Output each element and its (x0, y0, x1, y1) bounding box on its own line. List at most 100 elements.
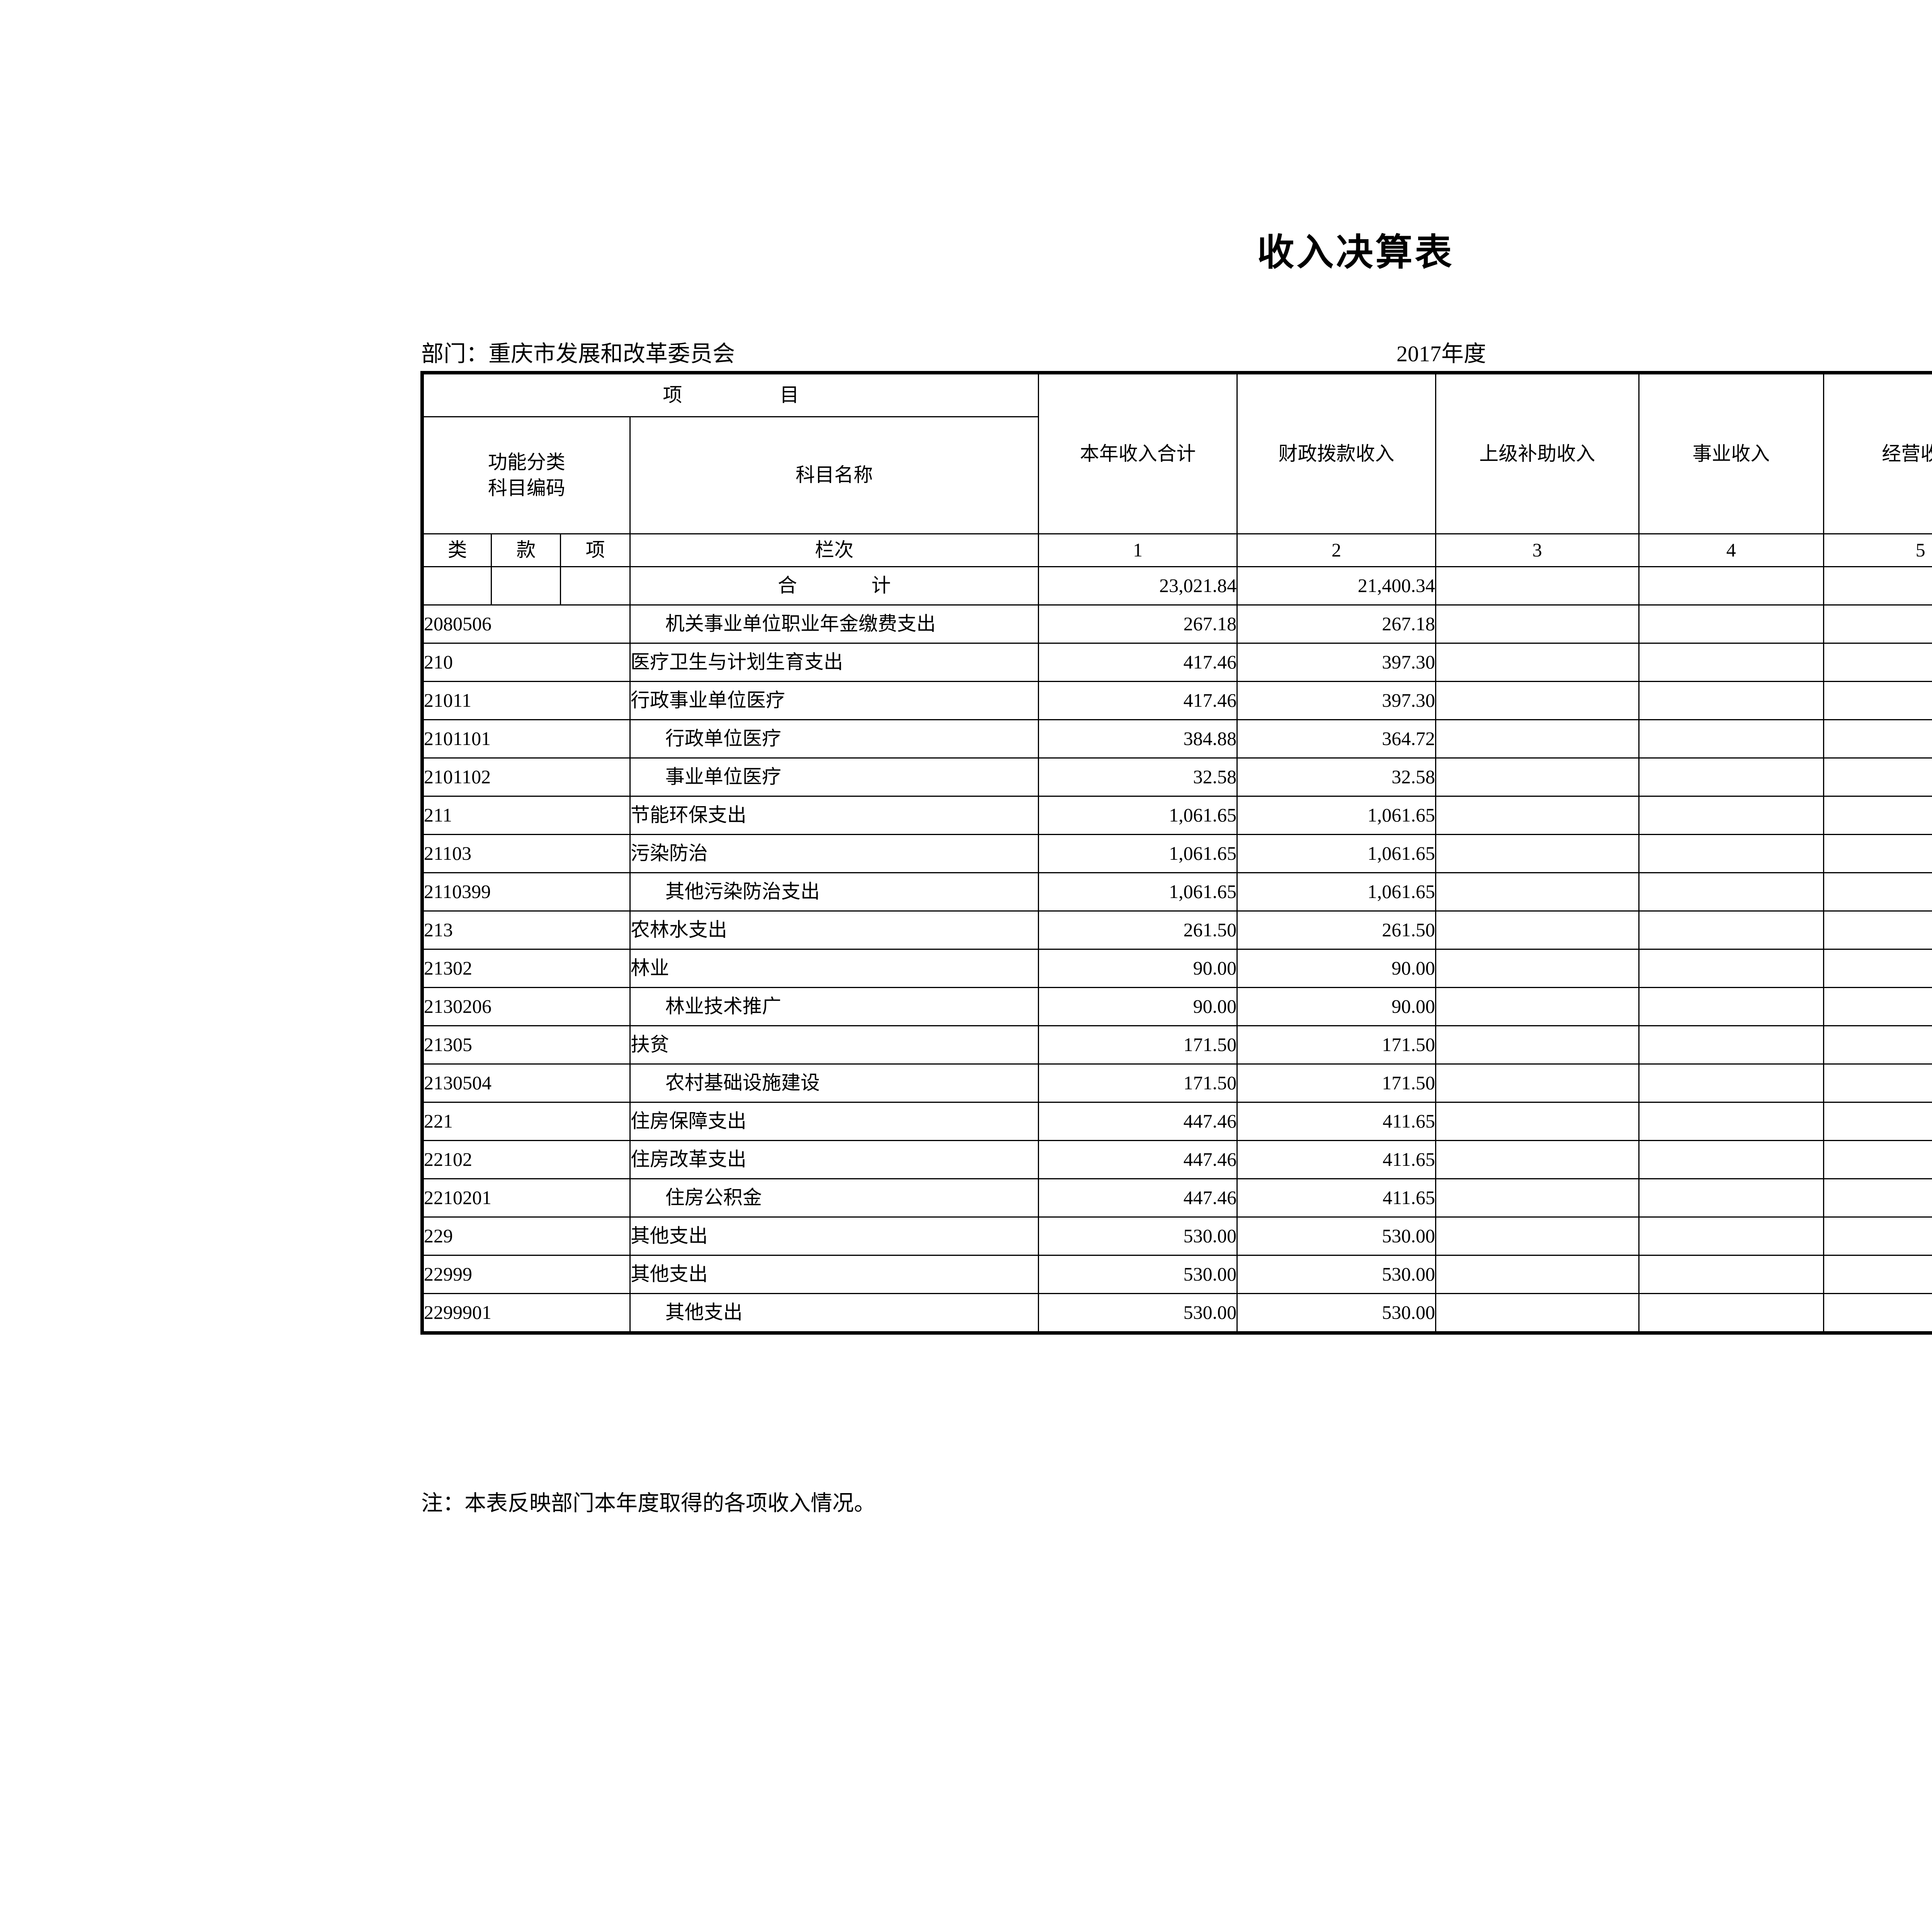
cell-subject-name: 扶贫 (629, 1025, 1039, 1065)
cell-col-5 (1823, 757, 1932, 797)
cell-col-4 (1638, 1102, 1824, 1141)
table-row: 2110399 其他污染防治支出 1,061.65 1,061.65 (420, 872, 1932, 912)
cell-col-3 (1435, 872, 1639, 912)
cell-function-code: 221 (420, 1102, 631, 1141)
cell-col-3 (1435, 1063, 1639, 1103)
cell-col-1: 1,061.65 (1038, 834, 1238, 873)
cell-col-1: 171.50 (1038, 1025, 1238, 1065)
cell-subject-name: 其他支出 (629, 1293, 1039, 1335)
cell-subject-name: 污染防治 (629, 834, 1039, 873)
cell-col-2: 397.30 (1236, 681, 1436, 720)
cell-col-3 (1435, 566, 1639, 606)
document-meta-row: 部门：重庆市发展和改革委员会 2017年度 金额单位：万元 (421, 335, 1932, 368)
cell-col-4 (1638, 1178, 1824, 1218)
table-row: 2299901 其他支出 530.00 530.00 (420, 1293, 1932, 1335)
col-header-annual-income-total: 本年收入合计 (1038, 371, 1238, 534)
cell-col-5 (1823, 1063, 1932, 1103)
cell-function-code: 2130206 (420, 987, 631, 1026)
table-row: 21305 扶贫 171.50 171.50 (420, 1025, 1932, 1065)
cell-subject-name: 住房公积金 (629, 1178, 1039, 1218)
table-row: 2130504 农村基础设施建设 171.50 171.50 (420, 1063, 1932, 1103)
cell-subject-name: 机关事业单位职业年金缴费支出 (629, 604, 1039, 644)
table-body: 合 计23,021.8421,400.34417.171,204.3320805… (420, 566, 1932, 1335)
cell-col-1: 447.46 (1038, 1178, 1238, 1218)
cell-col-4 (1638, 1293, 1824, 1335)
cell-col-2: 261.50 (1236, 910, 1436, 950)
cell-col-5 (1823, 681, 1932, 720)
cell-col-5 (1823, 796, 1932, 835)
cell-col-5 (1823, 1255, 1932, 1294)
cell-function-code: 2101102 (420, 757, 631, 797)
cell-subject-name: 事业单位医疗 (629, 757, 1039, 797)
income-final-accounts-table: 项 目 本年收入合计 财政拨款收入 上级补助收入 事业收入 经营收入 附属单位上… (420, 371, 1932, 1335)
cell-col-3 (1435, 1255, 1639, 1294)
col-number-4: 4 (1638, 533, 1824, 567)
cell-col-2: 32.58 (1236, 757, 1436, 797)
cell-col-2: 411.65 (1236, 1178, 1436, 1218)
cell-col-2: 364.72 (1236, 719, 1436, 759)
table-row: 2080506 机关事业单位职业年金缴费支出 267.18 267.18 (420, 604, 1932, 644)
cell-subject-name: 住房保障支出 (629, 1102, 1039, 1141)
cell-col-1: 417.46 (1038, 643, 1238, 682)
cell-col-5: 417.17 (1823, 566, 1932, 606)
cell-col-3 (1435, 1216, 1639, 1256)
cell-subject-name: 其他支出 (629, 1255, 1039, 1294)
cell-col-4 (1638, 910, 1824, 950)
cell-function-code: 229 (420, 1216, 631, 1256)
table-row: 21302 林业 90.00 90.00 (420, 949, 1932, 988)
cell-function-code: 2110399 (420, 872, 631, 912)
cell-col-2: 411.65 (1236, 1102, 1436, 1141)
cell-subject-name: 农村基础设施建设 (629, 1063, 1039, 1103)
cell-col-5 (1823, 949, 1932, 988)
cell-col-4 (1638, 1063, 1824, 1103)
table-row: 2101102 事业单位医疗 32.58 32.58 (420, 757, 1932, 797)
group-header-project: 项 目 (420, 371, 1039, 417)
cell-subject-name: 住房改革支出 (629, 1140, 1039, 1179)
cell-subject-name: 农林水支出 (629, 910, 1039, 950)
cell-col-4 (1638, 566, 1824, 606)
cell-col-2: 530.00 (1236, 1255, 1436, 1294)
table-row: 2130206 林业技术推广 90.00 90.00 (420, 987, 1932, 1026)
cell-col-5 (1823, 1293, 1932, 1335)
cell-col-4 (1638, 796, 1824, 835)
income-table-container: 项 目 本年收入合计 财政拨款收入 上级补助收入 事业收入 经营收入 附属单位上… (420, 371, 1932, 1335)
cell-col-1: 32.58 (1038, 757, 1238, 797)
cell-col-2: 1,061.65 (1236, 834, 1436, 873)
cell-col-4 (1638, 643, 1824, 682)
cell-col-2: 1,061.65 (1236, 872, 1436, 912)
cell-col-3 (1435, 604, 1639, 644)
cell-col-5 (1823, 987, 1932, 1026)
col-header-function-class-line1: 功能分类 (488, 451, 565, 473)
cell-subject-name: 林业技术推广 (629, 987, 1039, 1026)
col-header-business-income: 事业收入 (1638, 371, 1824, 534)
cell-col-1: 90.00 (1038, 949, 1238, 988)
cell-subject-name: 行政单位医疗 (629, 719, 1039, 759)
col-header-fiscal-appropriation-income: 财政拨款收入 (1236, 371, 1436, 534)
cell-col-1: 90.00 (1038, 987, 1238, 1026)
cell-function-code: 21305 (420, 1025, 631, 1065)
cell-col-3 (1435, 1025, 1639, 1065)
cell-col-3 (1435, 910, 1639, 950)
cell-col-2: 1,061.65 (1236, 796, 1436, 835)
header-row-group: 项 目 本年收入合计 财政拨款收入 上级补助收入 事业收入 经营收入 附属单位上… (420, 371, 1932, 534)
cell-col-4 (1638, 1255, 1824, 1294)
table-footnote: 注：本表反映部门本年度取得的各项收入情况。 (421, 1492, 876, 1516)
cell-col-2: 530.00 (1236, 1293, 1436, 1335)
cell-col-2: 90.00 (1236, 987, 1436, 1026)
table-row: 229 其他支出 530.00 530.00 (420, 1216, 1932, 1256)
cell-col-4 (1638, 1216, 1824, 1256)
cell-col-1: 447.46 (1038, 1140, 1238, 1179)
cell-col-1: 447.46 (1038, 1102, 1238, 1141)
cell-col-2: 530.00 (1236, 1216, 1436, 1256)
col-number-5: 5 (1823, 533, 1932, 567)
cell-col-5 (1823, 1216, 1932, 1256)
cell-col-1: 1,061.65 (1038, 796, 1238, 835)
cell-col-2: 267.18 (1236, 604, 1436, 644)
cell-function-code: 21302 (420, 949, 631, 988)
cell-col-1: 23,021.84 (1038, 566, 1238, 606)
cell-col-2: 21,400.34 (1236, 566, 1436, 606)
subcol-header-lei: 类 (420, 533, 492, 567)
